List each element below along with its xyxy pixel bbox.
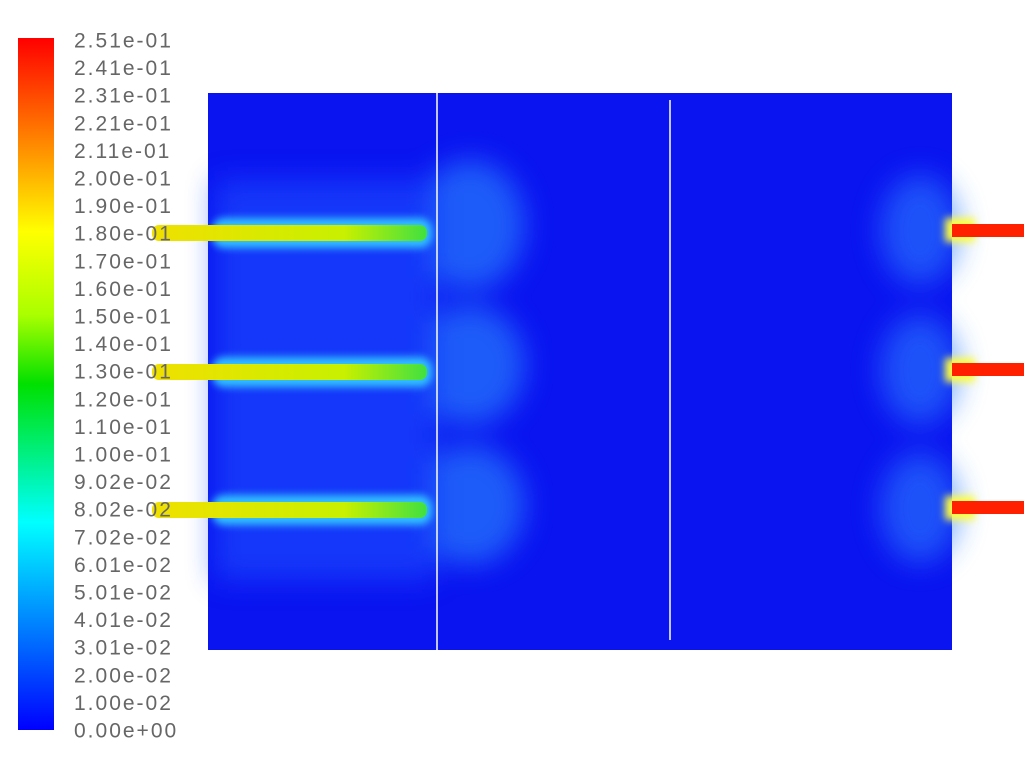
colorbar-label: 1.00e-01 [74, 444, 173, 467]
colorbar-label: 1.40e-01 [74, 333, 173, 356]
colorbar-label: 2.21e-01 [74, 112, 173, 135]
colorbar-label: 0.00e+00 [74, 720, 178, 743]
colorbar-label: 7.02e-02 [74, 526, 173, 549]
domain [152, 93, 1024, 650]
colorbar-label: 1.60e-01 [74, 278, 173, 301]
colorbar-label: 1.10e-01 [74, 416, 173, 439]
colorbar-label: 3.01e-02 [74, 637, 173, 660]
colorbar-label: 1.70e-01 [74, 250, 173, 273]
colorbar-label: 5.01e-02 [74, 582, 173, 605]
colorbar-label: 4.01e-02 [74, 609, 173, 632]
colorbar-label: 2.00e-02 [74, 664, 173, 687]
colorbar-label: 1.00e-02 [74, 692, 173, 715]
colorbar [18, 38, 54, 730]
colorbar-label: 1.50e-01 [74, 306, 173, 329]
colorbar-label: 2.11e-01 [74, 140, 171, 163]
colorbar-label: 8.02e-02 [74, 499, 173, 522]
colorbar-label: 1.80e-01 [74, 223, 173, 246]
colorbar-label: 1.90e-01 [74, 195, 173, 218]
colorbar-label: 2.41e-01 [74, 57, 173, 80]
colorbar-label: 2.51e-01 [74, 30, 173, 53]
colorbar-label: 6.01e-02 [74, 554, 173, 577]
colorbar-label: 2.00e-01 [74, 168, 173, 191]
colorbar-label: 9.02e-02 [74, 471, 173, 494]
colorbar-label: 1.20e-01 [74, 388, 173, 411]
colorbar-label: 2.31e-01 [74, 85, 173, 108]
colorbar-label: 1.30e-01 [74, 361, 173, 384]
